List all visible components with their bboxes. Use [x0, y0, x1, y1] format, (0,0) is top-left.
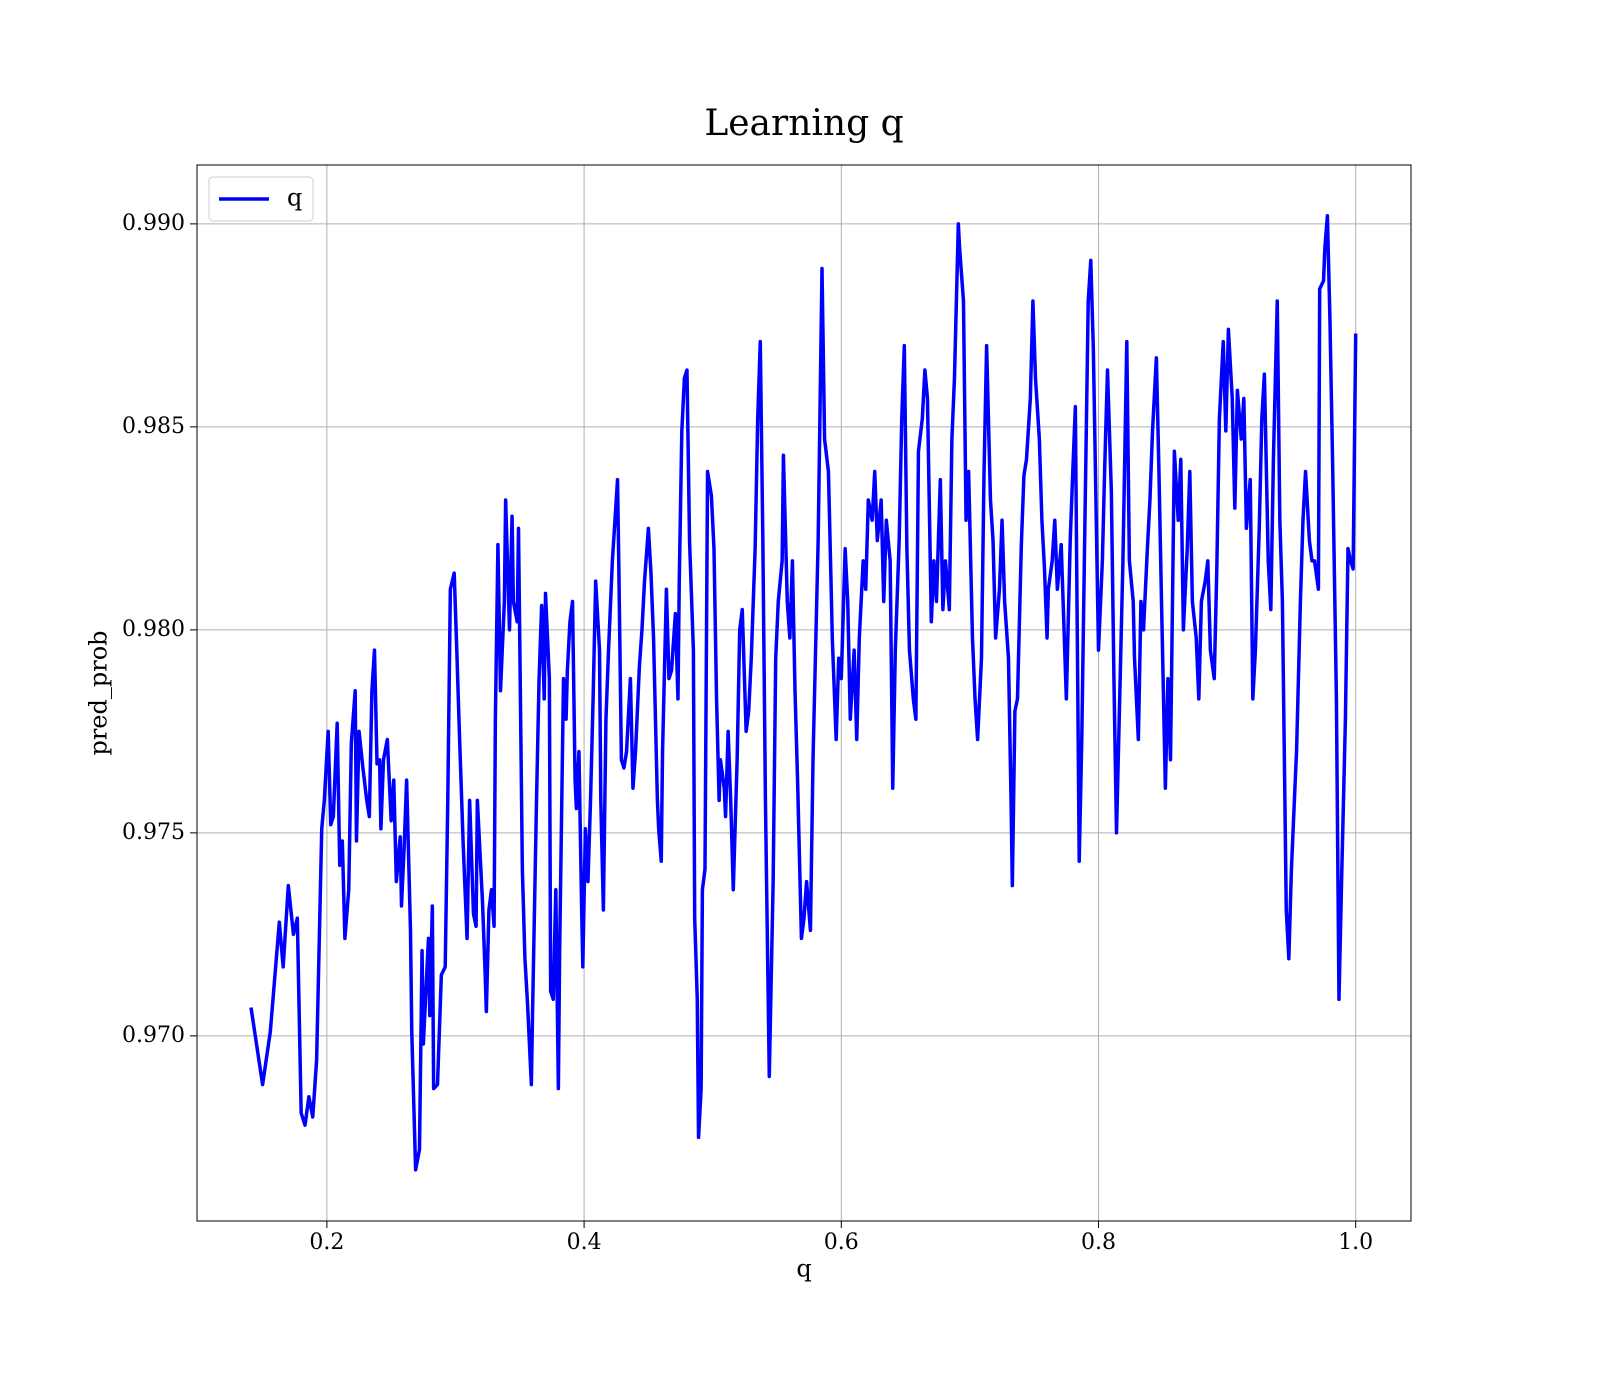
chart-title: Learning q — [704, 103, 903, 144]
x-tick-label: 0.4 — [567, 1230, 602, 1255]
y-tick-label: 0.970 — [122, 1023, 185, 1048]
x-tick-label: 0.6 — [824, 1230, 859, 1255]
y-tick-label: 0.975 — [122, 820, 185, 845]
legend-label: q — [287, 184, 302, 212]
y-tick-label: 0.985 — [122, 414, 185, 439]
plot-frame — [196, 164, 1412, 1222]
y-tick-label: 0.990 — [122, 211, 185, 236]
x-tick-label: 0.2 — [309, 1230, 344, 1255]
x-tick-label: 0.8 — [1081, 1230, 1116, 1255]
x-axis-label: q — [796, 1255, 811, 1283]
y-axis-label: pred_prob — [85, 630, 113, 755]
y-tick-label: 0.980 — [122, 617, 185, 642]
x-tick-label: 1.0 — [1338, 1230, 1373, 1255]
data-line — [249, 214, 1358, 1172]
